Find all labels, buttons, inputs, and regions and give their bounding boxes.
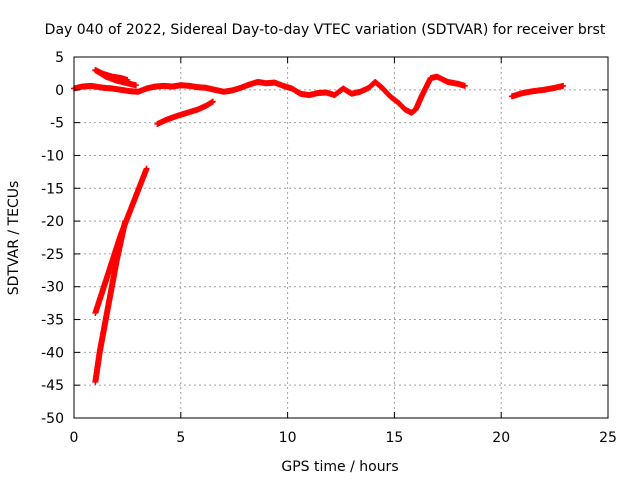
y-tick-label: -15 [41, 181, 64, 197]
y-tick-label: 5 [55, 50, 64, 66]
x-tick-label: 15 [385, 430, 403, 446]
data-point [560, 82, 567, 89]
y-tick-label: -45 [41, 378, 64, 394]
y-tick-label: -5 [50, 116, 64, 132]
y-tick-label: -35 [41, 313, 64, 329]
data-point [209, 98, 216, 105]
data-point [461, 82, 468, 89]
y-tick-label: -30 [41, 280, 64, 296]
plot-area [71, 67, 567, 385]
y-tick-label: 0 [55, 83, 64, 99]
x-tick-label: 5 [176, 430, 185, 446]
plot-frame [73, 56, 609, 419]
axes: 0 5 10 15 20 25 5 0 -5 -10 -15 -20 -25 -30 -35 -40 -45 -5… [41, 50, 617, 446]
data-point [132, 82, 139, 89]
y-tick-label: -10 [41, 148, 64, 164]
y-tick-label: -40 [41, 345, 64, 361]
x-axis-label: GPS time / hours [281, 459, 398, 475]
chart-title: Day 040 of 2022, Sidereal Day-to-day VTE… [45, 22, 606, 38]
y-tick-label: -25 [41, 247, 64, 263]
grid [74, 57, 608, 418]
data-point [143, 165, 150, 172]
x-tick-label: 10 [279, 430, 297, 446]
y-axis-label: SDTVAR / TECUs [6, 181, 22, 296]
x-tick-label: 0 [70, 430, 79, 446]
y-tick-label: -50 [41, 411, 64, 427]
x-tick-label: 25 [599, 430, 617, 446]
y-tick-label: -20 [41, 214, 64, 230]
x-tick-label: 20 [492, 430, 510, 446]
data-point [122, 218, 129, 225]
